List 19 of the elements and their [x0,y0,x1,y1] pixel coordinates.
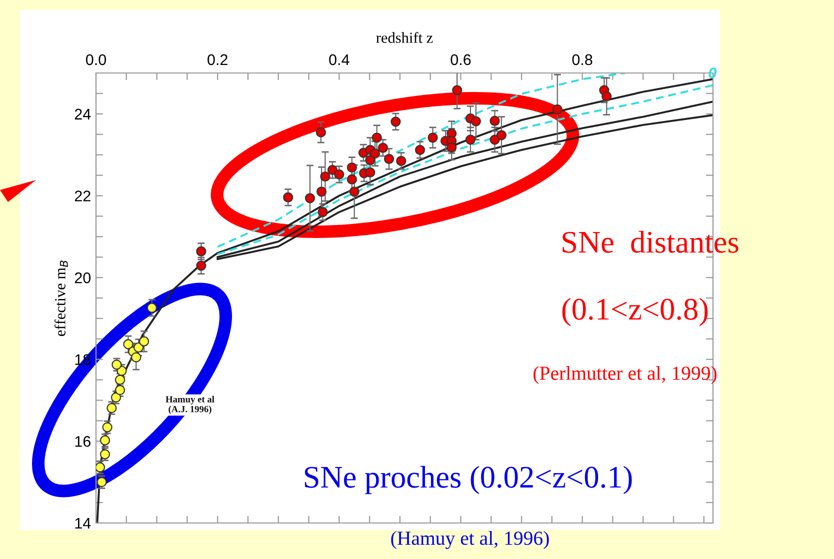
y-tick-label: 16 [75,436,90,447]
y-tick-label: 20 [74,272,91,284]
annotation: SNe proches (0.02<z<0.1) [304,466,632,494]
annotation: Hamuy et al (A.J. 1996) [166,396,214,414]
y-axis-title: effective m$_{B}$ [54,260,68,336]
annotation: (Perlmutter et al, 1999) [534,366,716,384]
annotation: SNe distantes [562,230,738,253]
x-tick-label: 0.2 [208,54,228,66]
text: 0 [708,67,717,78]
y-tick-label: 22 [74,190,90,202]
annotation: (0.1<z<0.8) [562,298,708,326]
x-axis-title: redshift z [376,32,433,43]
y-tick-label: 24 [74,108,91,120]
y-tick-label: 14 [75,518,91,529]
text: (Hamuy et al, 1996) [391,531,549,549]
x-tick-label: 0.0 [86,54,106,66]
x-tick-label: 0.6 [450,54,471,66]
x-tick-label: 0.8 [572,54,592,66]
x-tick-label: 0.4 [329,54,350,66]
